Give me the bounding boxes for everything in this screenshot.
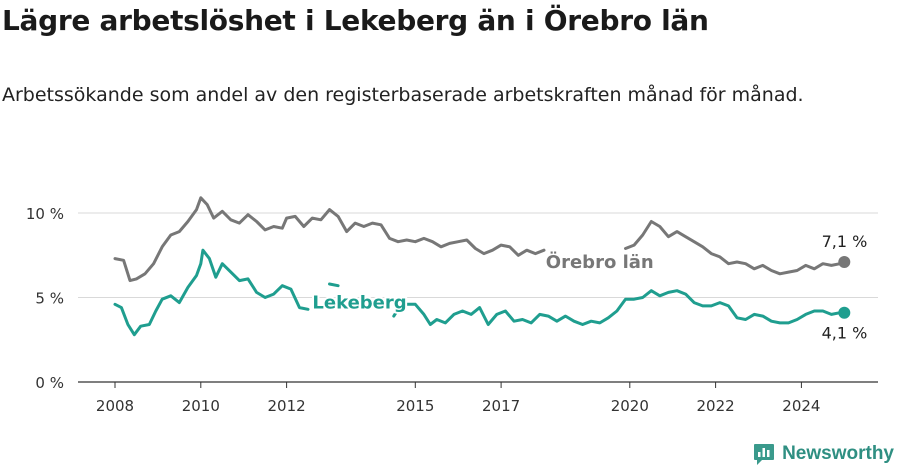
gridlines <box>78 212 878 298</box>
series-line--rebro-l-n <box>113 196 846 283</box>
x-tick-label: 2017 <box>482 397 520 415</box>
series-end-point-lekeberg <box>838 306 851 319</box>
x-tick-label: 2020 <box>611 397 649 415</box>
series-end-label--rebro-l-n: 7,1 % <box>822 232 868 251</box>
x-tick-label: 2010 <box>182 397 220 415</box>
series-line-lekeberg <box>113 248 846 337</box>
y-axis-ticks: 0 % 5 % 10 % <box>26 205 64 392</box>
series-name-lekeberg: Lekeberg <box>312 293 406 314</box>
x-tick-label: 2024 <box>782 397 820 415</box>
series-end-label-lekeberg: 4,1 % <box>822 324 868 343</box>
y-tick-label: 10 % <box>26 205 64 223</box>
x-tick-label: 2015 <box>396 397 434 415</box>
series-name-orebro-lan: Örebro län <box>546 251 654 273</box>
y-tick-label: 5 % <box>35 290 64 308</box>
x-tick-label: 2008 <box>96 397 134 415</box>
x-tick-label: 2022 <box>697 397 735 415</box>
newsworthy-logo-icon <box>754 444 775 465</box>
x-tick-label: 2012 <box>268 397 306 415</box>
newsworthy-logo: Newsworthy <box>753 442 894 466</box>
series-labels: 7,1 % 4,1 % Örebro län Lekeberg <box>310 232 868 343</box>
series-lines <box>113 196 851 337</box>
series-end-point--rebro-l-n <box>838 256 851 269</box>
chart-subtitle: Arbetssökande som andel av den registerb… <box>2 84 804 106</box>
y-tick-label: 0 % <box>35 374 64 392</box>
newsworthy-logo-text: Newsworthy <box>782 443 894 464</box>
x-axis: 2008 2010 2012 2015 2017 2020 2022 2024 <box>78 381 878 415</box>
chart-title: Lägre arbetslöshet i Lekeberg än i Örebr… <box>2 4 709 37</box>
